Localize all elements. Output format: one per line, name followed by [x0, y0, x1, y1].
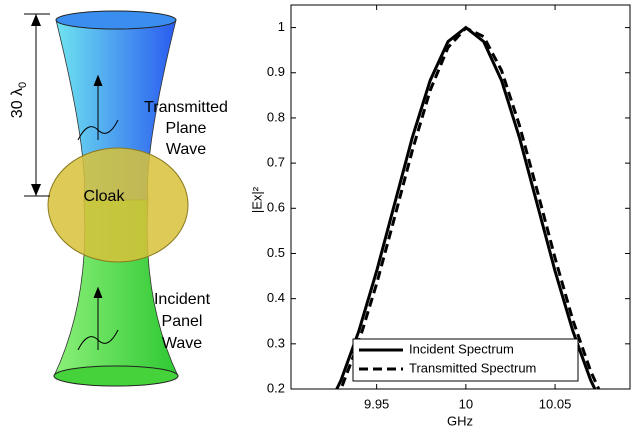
top-label: Transmitted	[144, 99, 228, 116]
scale-label: 30 λ0	[9, 82, 29, 118]
top-label: Wave	[166, 141, 206, 158]
y-tick-label: 1	[278, 19, 285, 34]
x-tick-label: 10	[459, 396, 473, 411]
x-tick-label: 10.05	[539, 396, 572, 411]
plot-frame	[290, 4, 631, 390]
y-tick-label: 0.7	[267, 155, 285, 170]
y-tick-label: 0.9	[267, 64, 285, 79]
y-tick-label: 0.5	[267, 245, 285, 260]
y-tick-label: 0.3	[267, 335, 285, 350]
x-axis-label: GHz	[447, 413, 473, 428]
scale-sub: 0	[17, 82, 29, 88]
y-tick-label: 0.6	[267, 200, 285, 215]
center-label: Cloak	[84, 188, 126, 205]
chart: GHz |Ex|² 0.2 0.3 0.4 0.5 0.6 0.7 0.8 0.9 1 9.95 1…	[249, 4, 631, 428]
scale-main: 30 λ	[9, 88, 26, 118]
legend-label: Incident Spectrum	[409, 341, 514, 356]
line-series	[339, 26, 601, 389]
y-tick-label: 0.2	[267, 380, 285, 395]
bottom-label: Panel	[162, 313, 203, 330]
y-tick-label: 0.8	[267, 109, 285, 124]
y-tick-label: 0.4	[267, 290, 285, 305]
bottom-label: Incident	[154, 291, 211, 308]
legend-box	[352, 338, 579, 382]
top-label: Plane	[166, 120, 207, 137]
beam-diagram: 30 λ0 Transmitted Plane Wave Cloak Incid…	[9, 10, 228, 387]
plot-area	[335, 25, 601, 389]
legend-label: Transmitted Spectrum	[409, 360, 536, 375]
y-axis-label: |Ex|²	[249, 186, 264, 213]
x-tick-label: 9.95	[364, 396, 389, 411]
bottom-label: Wave	[162, 335, 202, 352]
